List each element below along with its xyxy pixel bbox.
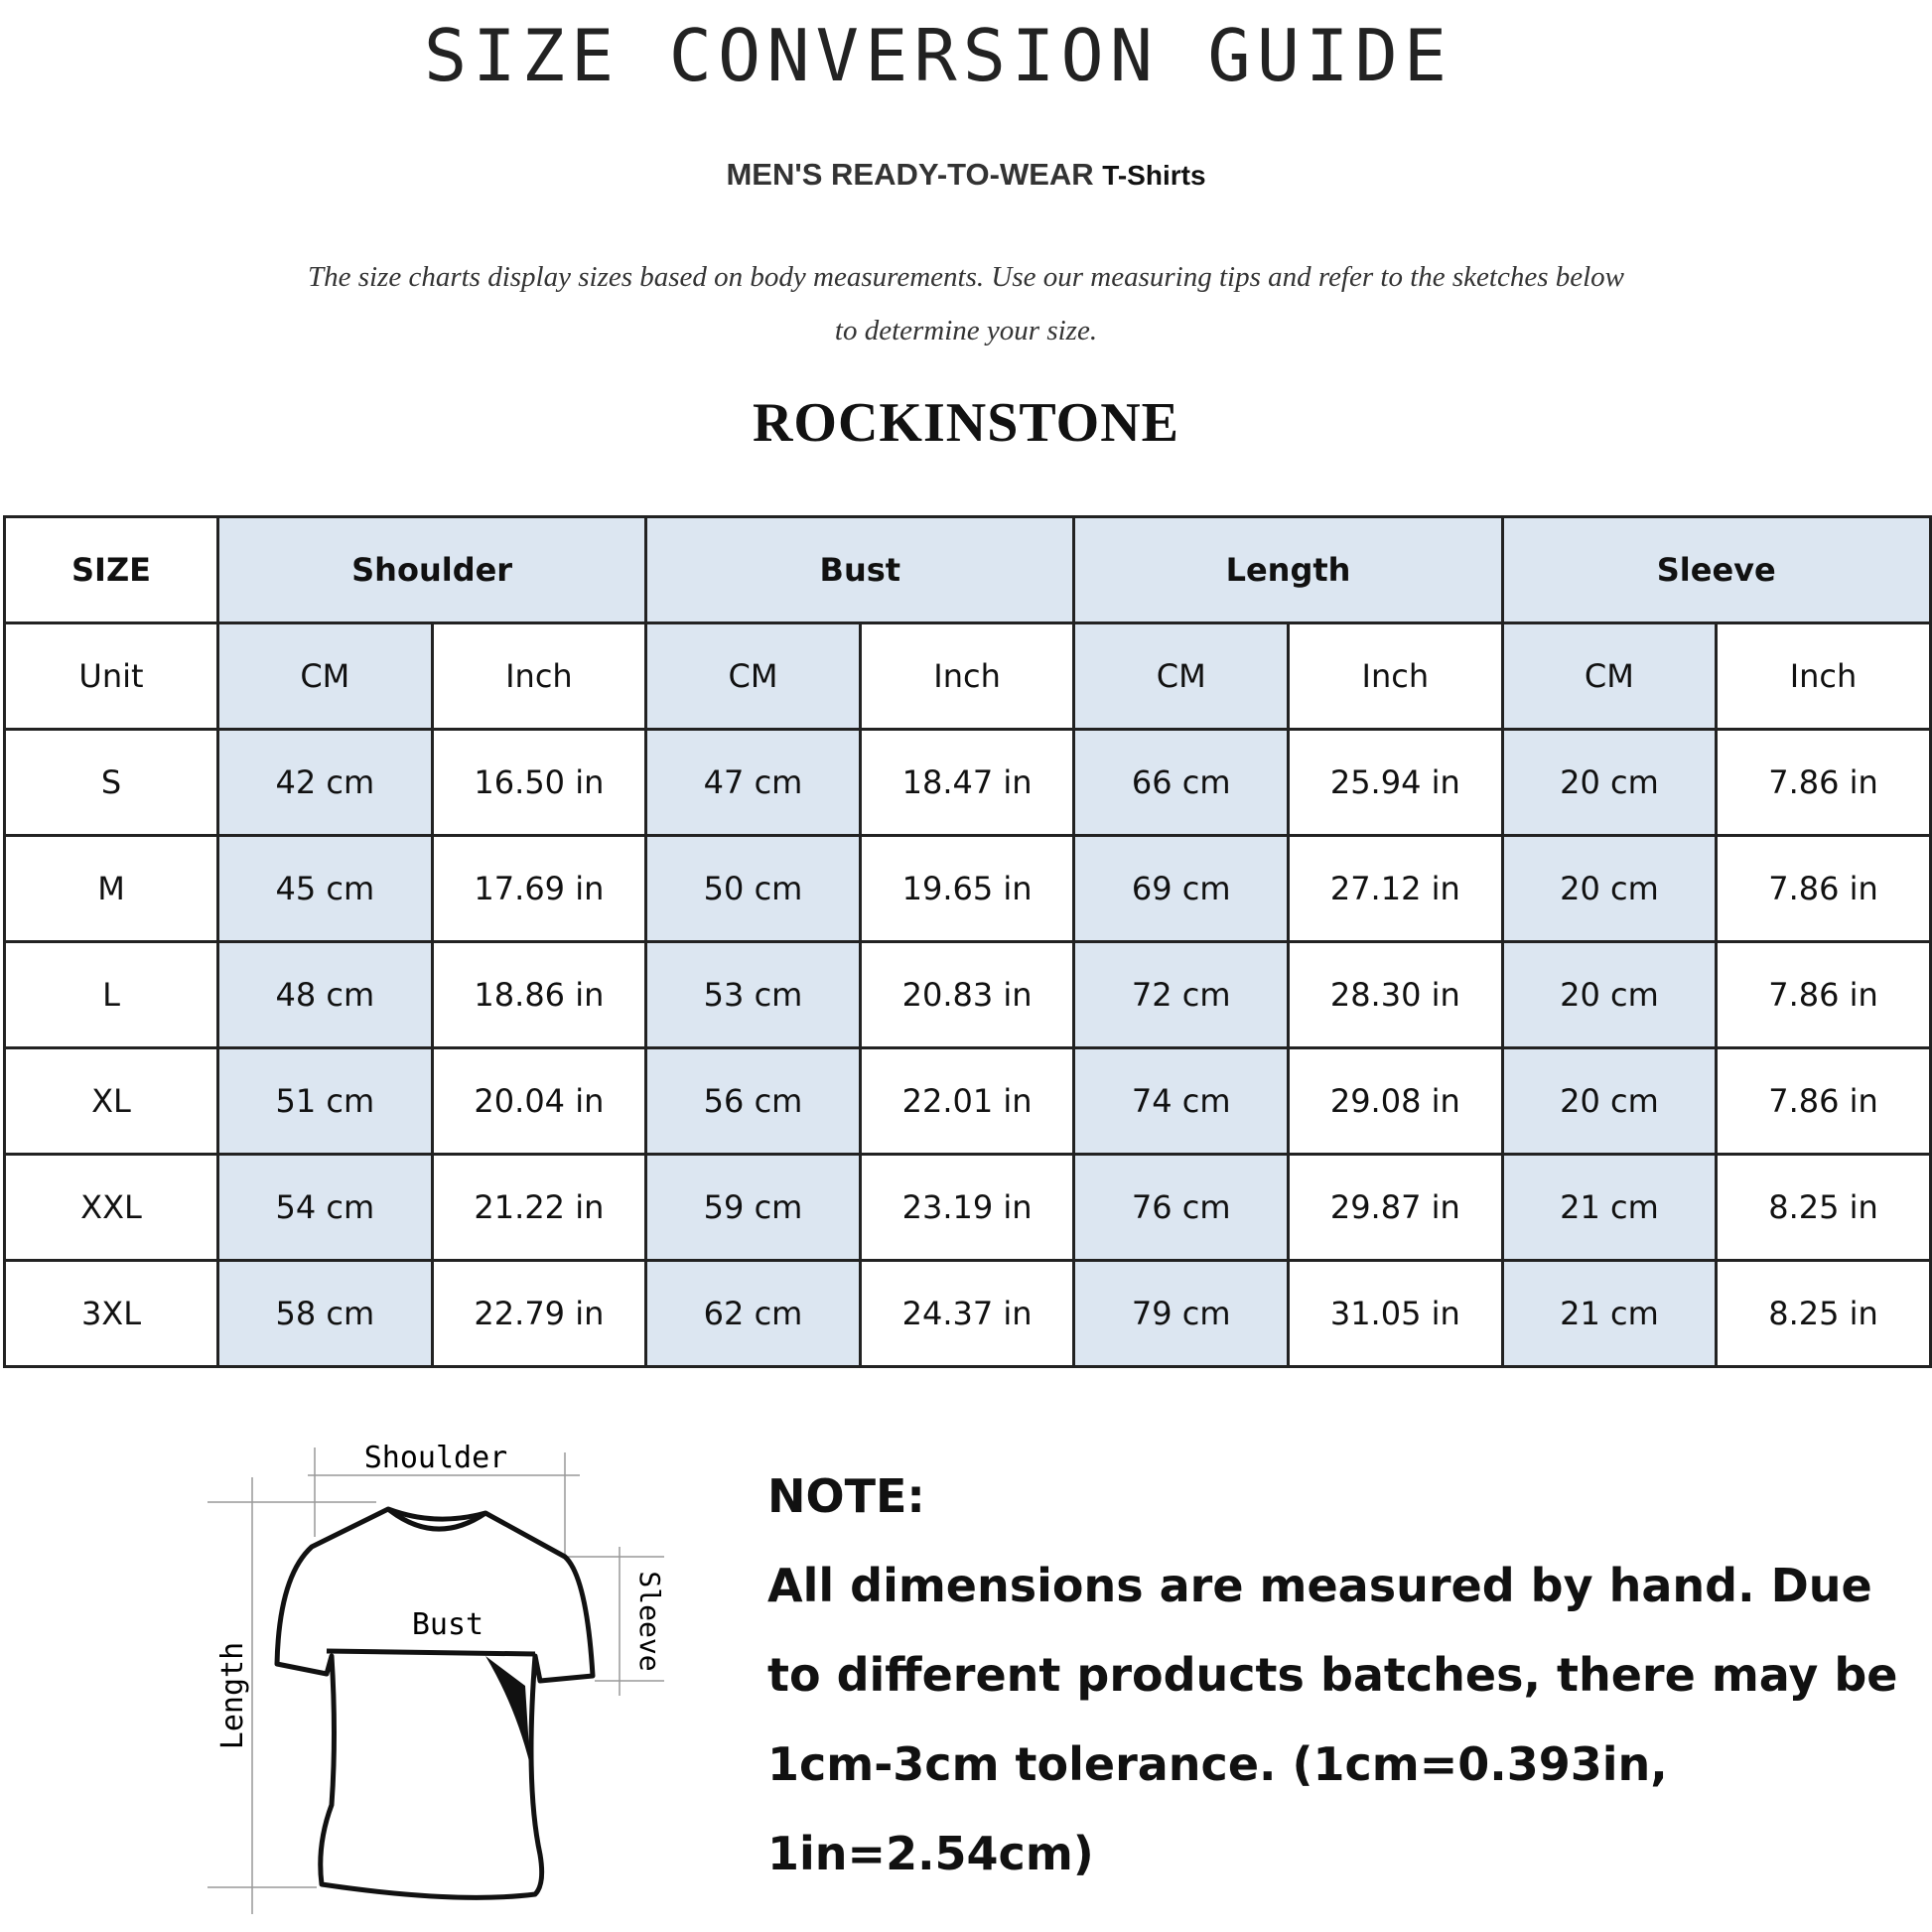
sketch-label-sleeve: Sleeve — [633, 1571, 666, 1671]
unit-inch: Inch — [858, 621, 1076, 731]
group-header: Bust — [644, 515, 1076, 624]
table-row: M 45 cm 17.69 in 50 cm 19.65 in 69 cm 27.12 in… — [3, 834, 1932, 943]
size-cell: L — [3, 940, 219, 1049]
value-cell: 8.25 in — [1715, 1153, 1932, 1262]
value-cell: 31.05 in — [1287, 1259, 1504, 1368]
sketch-label-shoulder: Shoulder — [364, 1441, 508, 1475]
size-cell: S — [3, 728, 219, 837]
subtitle: MEN'S READY-TO-WEAR T-Shirts — [0, 157, 1932, 193]
table-row: 3XL 58 cm 22.79 in 62 cm 24.37 in 79 cm 31.05 … — [3, 1259, 1932, 1368]
value-cell: 18.86 in — [430, 940, 648, 1049]
value-cell: 48 cm — [216, 940, 434, 1049]
unit-cm: CM — [644, 621, 862, 731]
value-cell: 53 cm — [644, 940, 862, 1049]
table-row: L 48 cm 18.86 in 53 cm 20.83 in 72 cm 28.30 in… — [3, 940, 1932, 1049]
table-row: XL 51 cm 20.04 in 56 cm 22.01 in 74 cm 29.08 i… — [3, 1046, 1932, 1156]
brand-name: ROCKINSTONE — [752, 392, 1180, 454]
value-cell: 51 cm — [216, 1046, 434, 1156]
value-cell: 29.08 in — [1287, 1046, 1504, 1156]
size-cell: M — [3, 834, 219, 943]
value-cell: 69 cm — [1072, 834, 1290, 943]
table-row: S 42 cm 16.50 in 47 cm 18.47 in 66 cm 25.94 in… — [3, 728, 1932, 837]
note-body: All dimensions are measured by hand. Due… — [767, 1559, 1898, 1880]
note: NOTE: All dimensions are measured by han… — [767, 1451, 1919, 1898]
unit-cm: CM — [1500, 621, 1719, 731]
value-cell: 56 cm — [644, 1046, 862, 1156]
value-cell: 7.86 in — [1715, 834, 1932, 943]
value-cell: 29.87 in — [1287, 1153, 1504, 1262]
value-cell: 76 cm — [1072, 1153, 1290, 1262]
size-cell: XXL — [3, 1153, 219, 1262]
unit-inch: Inch — [1287, 621, 1504, 731]
subtitle-product: T-Shirts — [1102, 160, 1206, 191]
value-cell: 21.22 in — [430, 1153, 648, 1262]
value-cell: 42 cm — [216, 728, 434, 837]
value-cell: 23.19 in — [858, 1153, 1076, 1262]
value-cell: 79 cm — [1072, 1259, 1290, 1368]
unit-cm: CM — [216, 621, 434, 731]
sketch-label-bust: Bust — [412, 1607, 483, 1642]
value-cell: 7.86 in — [1715, 728, 1932, 837]
size-cell: XL — [3, 1046, 219, 1156]
table-row: XXL 54 cm 21.22 in 59 cm 23.19 in 76 cm 29.87 … — [3, 1153, 1932, 1262]
value-cell: 66 cm — [1072, 728, 1290, 837]
note-heading: NOTE: — [767, 1469, 925, 1523]
value-cell: 17.69 in — [430, 834, 648, 943]
value-cell: 58 cm — [216, 1259, 434, 1368]
value-cell: 16.50 in — [430, 728, 648, 837]
group-header: Shoulder — [215, 515, 648, 624]
value-cell: 28.30 in — [1287, 940, 1504, 1049]
value-cell: 72 cm — [1072, 940, 1290, 1049]
value-cell: 27.12 in — [1287, 834, 1504, 943]
value-cell: 22.01 in — [858, 1046, 1076, 1156]
value-cell: 62 cm — [644, 1259, 862, 1368]
value-cell: 20 cm — [1500, 940, 1719, 1049]
value-cell: 8.25 in — [1715, 1259, 1932, 1368]
value-cell: 20 cm — [1500, 1046, 1719, 1156]
unit-row: Unit CM Inch CM Inch CM Inch CM Inch — [3, 621, 1932, 731]
size-cell: 3XL — [3, 1259, 219, 1368]
group-header: Length — [1072, 515, 1504, 624]
value-cell: 20.04 in — [430, 1046, 648, 1156]
description: The size charts display sizes based on b… — [307, 261, 1625, 346]
sketch-label-length: Length — [215, 1642, 250, 1749]
value-cell: 20 cm — [1500, 834, 1719, 943]
value-cell: 47 cm — [644, 728, 862, 837]
unit-inch: Inch — [430, 621, 648, 731]
value-cell: 7.86 in — [1715, 940, 1932, 1049]
value-cell: 54 cm — [216, 1153, 434, 1262]
value-cell: 59 cm — [644, 1153, 862, 1262]
value-cell: 74 cm — [1072, 1046, 1290, 1156]
unit-header: Unit — [3, 621, 219, 731]
value-cell: 18.47 in — [858, 728, 1076, 837]
tshirt-measurement-sketch: Shoulder Bust Sleeve Length — [207, 1441, 666, 1914]
value-cell: 22.79 in — [430, 1259, 648, 1368]
group-header: Sleeve — [1500, 515, 1932, 624]
value-cell: 21 cm — [1500, 1259, 1719, 1368]
page-title: SIZE CONVERSION GUIDE — [423, 14, 1453, 97]
subtitle-main: MEN'S READY-TO-WEAR — [726, 157, 1094, 192]
size-table: SIZE Shoulder Bust Length Sleeve Unit CM Inch CM… — [3, 515, 1932, 1368]
unit-cm: CM — [1072, 621, 1290, 731]
header-row: SIZE Shoulder Bust Length Sleeve — [3, 515, 1932, 624]
value-cell: 20 cm — [1500, 728, 1719, 837]
size-header: SIZE — [3, 515, 219, 624]
value-cell: 21 cm — [1500, 1153, 1719, 1262]
value-cell: 25.94 in — [1287, 728, 1504, 837]
value-cell: 19.65 in — [858, 834, 1076, 943]
value-cell: 7.86 in — [1715, 1046, 1932, 1156]
value-cell: 50 cm — [644, 834, 862, 943]
value-cell: 24.37 in — [858, 1259, 1076, 1368]
unit-inch: Inch — [1715, 621, 1932, 731]
value-cell: 20.83 in — [858, 940, 1076, 1049]
value-cell: 45 cm — [216, 834, 434, 943]
